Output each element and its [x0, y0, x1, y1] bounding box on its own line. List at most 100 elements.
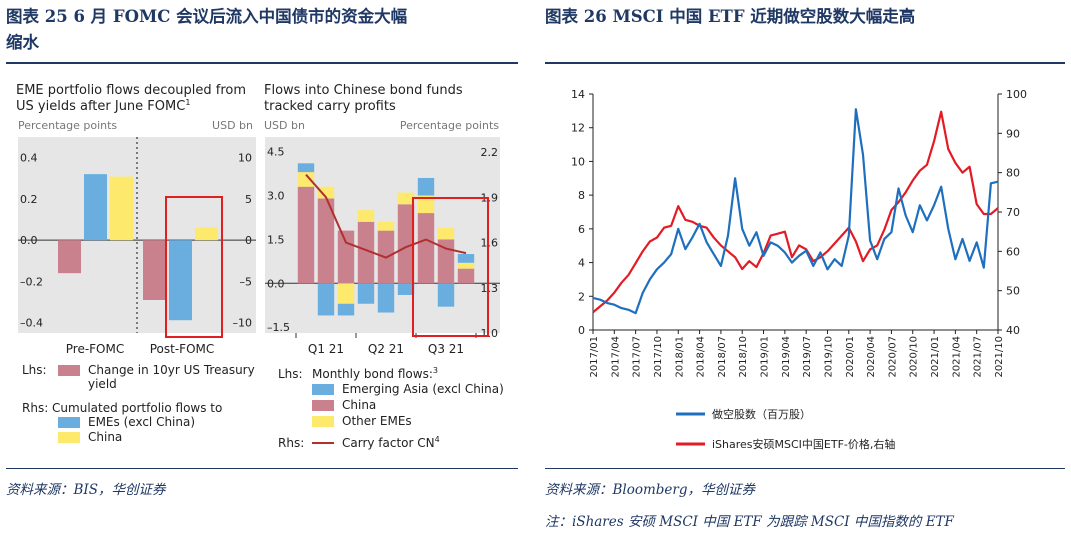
panelB-bar-segment	[357, 210, 375, 222]
msci-left-tick-label: 0	[578, 324, 585, 337]
msci-chart: 0 2 4 6 8 10 12 14 40 50 60 70 80 90 100 2017/01 2017/04…	[571, 88, 1027, 451]
panelB-rhs-unit: Percentage points	[400, 119, 499, 132]
legB-carry-text: Carry factor CN	[342, 436, 435, 450]
panelB-bar-segment	[437, 283, 455, 307]
panelA-title-sup: 1	[185, 98, 190, 107]
legB-swatch-china	[312, 400, 334, 411]
panelA-lhs-tick: 0.2	[20, 193, 38, 206]
msci-x-tick-label: 2021/04	[951, 336, 962, 378]
panelB-bar-segment	[357, 221, 375, 284]
msci-x-tick-label: 2019/10	[823, 336, 834, 378]
msci-x-tick-label: 2017/04	[610, 336, 621, 378]
panelB-bar-segment	[437, 227, 455, 240]
panelA-highlight-box	[165, 196, 223, 338]
right-title-rule	[545, 62, 1065, 64]
msci-x-tick-label: 2021/10	[994, 336, 1005, 378]
legA-swatch-china	[58, 432, 80, 443]
legB-lhs-sup: 3	[433, 366, 438, 375]
panelB-bar-segment	[317, 186, 335, 199]
msci-x-tick-label: 2020/10	[909, 336, 920, 378]
panelB-bar-segment	[457, 254, 475, 263]
legB-carry: Carry factor CN4	[342, 435, 440, 450]
bis-chart: EME portfolio flows decoupled from US yi…	[16, 83, 504, 450]
panelA-bar	[110, 176, 133, 241]
msci-right-tick-label: 80	[1006, 167, 1020, 180]
panelA-bar	[143, 240, 166, 300]
panelB-rhs-tick: 1.6	[481, 237, 499, 250]
msci-right-tick-label: 70	[1006, 206, 1020, 219]
panelB-lhs-unit: USD bn	[264, 119, 305, 132]
legA-treasury-line2: yield	[88, 377, 117, 391]
msci-left-tick-label: 10	[571, 155, 585, 168]
msci-x-tick-label: 2021/07	[973, 336, 984, 378]
panelB-bar-segment	[397, 283, 415, 295]
msci-x-tick-label: 2018/10	[738, 336, 749, 378]
msci-x-tick-label: 2018/07	[717, 336, 728, 378]
msci-short-line	[592, 108, 999, 315]
panelA-rhs-tick: –10	[233, 317, 253, 330]
panelB-title-line1: Flows into Chinese bond funds	[264, 83, 463, 98]
panelB-rhs-tick: 1.3	[481, 282, 499, 295]
msci-x-tick-label: 2021/01	[930, 336, 941, 378]
panelB-rhs-tick: 2.2	[481, 146, 499, 159]
left-source: 资料来源：BIS，华创证券	[6, 482, 166, 498]
panelA-lhs-unit: Percentage points	[18, 119, 117, 132]
panelB-quarter-label: Q1 21	[308, 342, 344, 356]
msci-x-tick-label: 2020/01	[845, 336, 856, 378]
panelB-bar-segment	[297, 163, 315, 173]
panelA-bar	[169, 240, 192, 321]
legA-rhs-header: Rhs: Cumulated portfolio flows to	[22, 401, 222, 415]
panelA-bar	[195, 227, 218, 241]
panelA-rhs-tick: –5	[240, 275, 253, 288]
panelB-quarter-label: Q2 21	[368, 342, 404, 356]
panelB-bar-segment	[317, 198, 335, 284]
panelB-bar-segment	[457, 268, 475, 284]
panelB-rhs-tick: 1.9	[481, 191, 499, 204]
panelB-bar-segment	[337, 230, 355, 284]
panelA-category-label: Pre-FOMC	[66, 342, 125, 356]
panelB-bar-segment	[297, 186, 315, 284]
msci-left-tick-label: 14	[571, 88, 585, 101]
msci-left-tick-label: 2	[578, 290, 585, 303]
msci-price-line	[592, 110, 999, 314]
legB-rhs-label: Rhs:	[278, 436, 304, 450]
panelA-lhs-tick: –0.2	[20, 275, 43, 288]
panelB-title-line2: tracked carry profits	[264, 99, 396, 114]
msci-x-tick-label: 2018/04	[696, 336, 707, 378]
panelB-bar-segment	[397, 192, 415, 205]
legA-swatch-emes	[58, 417, 80, 428]
legend-price-label: iShares安硕MSCI中国ETF-价格,右轴	[712, 437, 895, 451]
panelB-lhs-tick: 0.0	[267, 277, 285, 290]
legB-carry-sup: 4	[435, 435, 440, 444]
msci-right-tick-label: 50	[1006, 285, 1020, 298]
msci-left-tick-label: 8	[578, 189, 585, 202]
panelB-bar-segment	[377, 221, 395, 231]
msci-left-tick-label: 6	[578, 223, 585, 236]
msci-left-tick-label: 4	[578, 257, 585, 270]
panelA-rhs-tick: 5	[245, 193, 252, 206]
panelB-lhs-tick: 3.0	[267, 190, 285, 203]
msci-x-tick-label: 2017/07	[632, 336, 643, 378]
legB-swatch-other	[312, 416, 334, 427]
panelB-lhs-tick: –1.5	[267, 321, 290, 334]
panelB-bar-segment	[297, 172, 315, 187]
right-figure-title: 图表 26 MSCI 中国 ETF 近期做空股数大幅走高	[545, 7, 916, 26]
legA-swatch-treasury	[58, 365, 80, 376]
panelA-category-label: Post-FOMC	[150, 342, 215, 356]
msci-x-tick-label: 2017/10	[653, 336, 664, 378]
msci-x-tick-label: 2019/04	[781, 336, 792, 378]
legA-lhs-label: Lhs:	[22, 363, 47, 377]
legB-lhs-label: Lhs:	[278, 367, 303, 381]
panelB-lhs-tick: 4.5	[267, 146, 285, 159]
msci-x-tick-label: 2019/07	[802, 336, 813, 378]
msci-x-tick-label: 2017/01	[589, 336, 600, 378]
panelB-bar-segment	[417, 177, 435, 196]
right-source: 资料来源：Bloomberg，华创证券	[545, 482, 756, 498]
left-title-rule	[6, 62, 518, 64]
legB-china: China	[342, 398, 376, 412]
legB-lhs-header-text: Monthly bond flows:	[312, 367, 433, 381]
panelB-carry-line	[305, 174, 467, 259]
msci-x-tick-label: 2018/01	[674, 336, 685, 378]
msci-x-tick-label: 2019/01	[760, 336, 771, 378]
msci-x-tick-label: 2020/04	[866, 336, 877, 378]
